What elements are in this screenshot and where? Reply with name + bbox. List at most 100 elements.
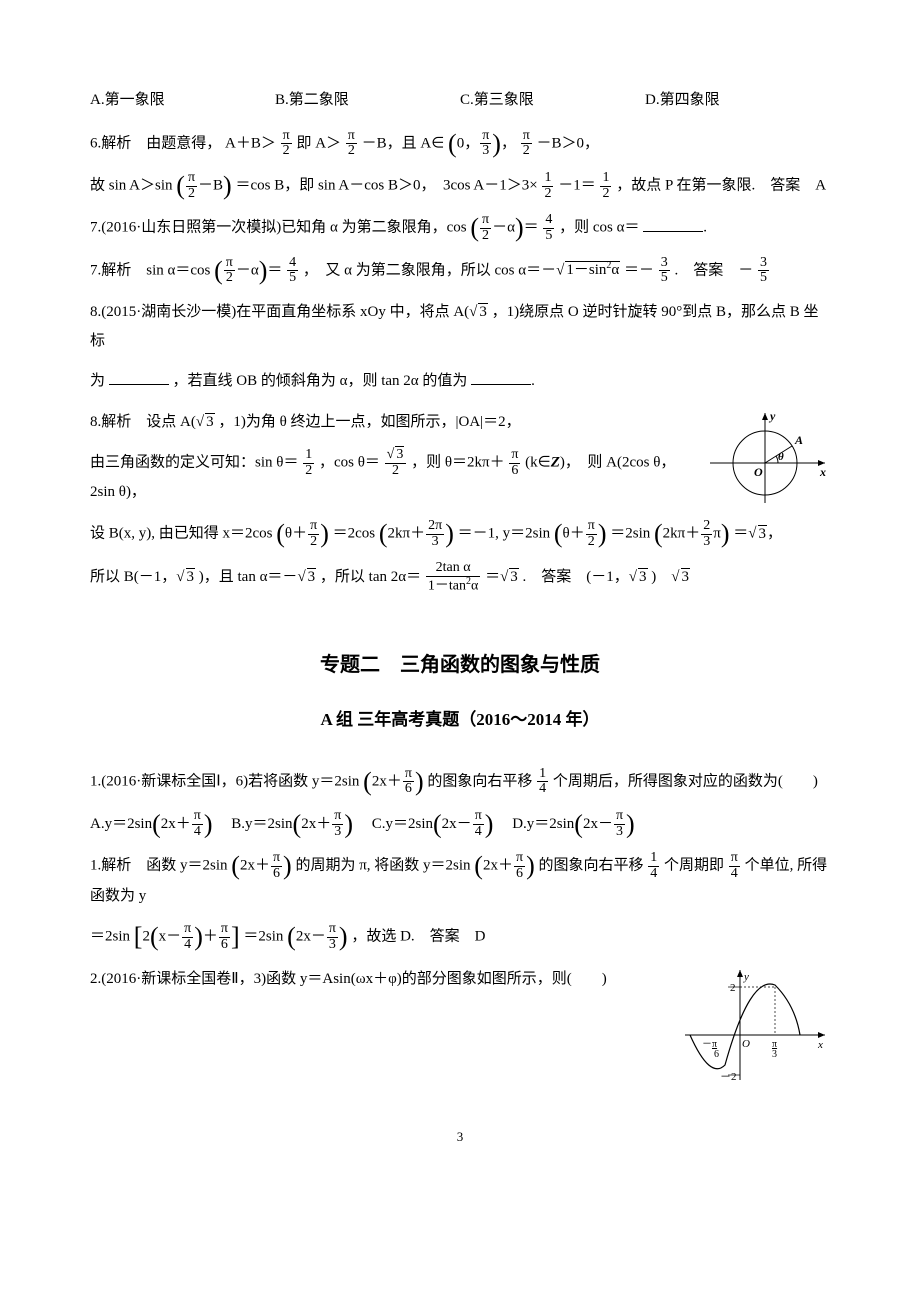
svg-text:2: 2 (730, 982, 736, 994)
p1-options: A.y＝2sin(2x＋π4) B.y＝2sin(2x＋π3) C.y＝2sin… (90, 809, 830, 839)
text: ＝2sin (610, 526, 650, 542)
svg-text:6: 6 (714, 1049, 719, 1060)
text: 的周期为 π, 将函数 y＝2sin (295, 858, 470, 874)
text: ＝－ (624, 262, 654, 278)
blank (109, 369, 169, 385)
text: ＝ (733, 526, 748, 542)
text: 7.解析 sin α＝cos (90, 262, 210, 278)
sqrt3: 3 (205, 413, 215, 430)
text: 8.解析 设点 A( (90, 414, 196, 430)
text: 7.(2016·山东日照第一次模拟)已知角 α 为第二象限角，cos (90, 220, 467, 236)
set-z: Z (551, 455, 560, 471)
svg-text:O: O (754, 465, 763, 479)
p1-sol-1: 1.解析 函数 y＝2sin (2x＋π6) 的周期为 π, 将函数 y＝2si… (90, 851, 830, 910)
text: ，所以 tan 2α＝ (320, 569, 421, 585)
text: ，cos θ＝ (319, 455, 380, 471)
frac-pi-2: π2 (521, 129, 532, 159)
text: ) (651, 569, 671, 585)
q8-figure: x y O A θ (710, 408, 830, 519)
text: ，若直线 OB 的倾斜角为 α，则 tan 2α 的值为 (173, 373, 468, 389)
svg-text:x: x (819, 465, 826, 479)
p1-opt-d: D.y＝2sin(2x－π3) (512, 816, 635, 832)
q7-stem: 7.(2016·山东日照第一次模拟)已知角 α 为第二象限角，cos (π2－α… (90, 213, 830, 243)
text: －1＝ (558, 178, 596, 194)
text: 由三角函数的定义可知：sin θ＝ (90, 455, 298, 471)
text: (k∈ (525, 455, 551, 471)
text: 故 sin A＞sin (90, 178, 173, 194)
section-title: 专题二 三角函数的图象与性质 (90, 646, 830, 684)
frac-pi-6: π6 (514, 851, 525, 881)
text: 个周期后，所得图象对应的函数为( ) (553, 773, 818, 789)
text: 即 A＞ (296, 135, 341, 151)
text: ，则 cos α＝ (559, 220, 639, 236)
q5-opt-b: B.第二象限 (275, 86, 460, 115)
frac-pi-3: π3 (327, 922, 338, 952)
blank (643, 216, 703, 232)
svg-text:A: A (794, 433, 803, 447)
q5-opt-d: D.第四象限 (645, 86, 830, 115)
frac-pi-3: π3 (480, 129, 491, 159)
text: －α (492, 220, 515, 236)
text: ＝2sin (90, 929, 130, 945)
text: ＝2cos (333, 526, 376, 542)
q7-sol: 7.解析 sin α＝cos (π2－α)＝ 45 ， 又 α 为第二象限角，所… (90, 256, 830, 286)
section-subtitle: A 组 三年高考真题（2016～2014 年） (90, 704, 830, 736)
p1-stem: 1.(2016·新课标全国Ⅰ，6)若将函数 y＝2sin (2x＋π6) 的图象… (90, 767, 830, 797)
sqrt3: 3 (307, 568, 317, 585)
text: ，故选 D. 答案 D (351, 929, 485, 945)
frac-pi-6: π6 (403, 767, 414, 797)
text: . 答案 － (675, 262, 754, 278)
sqrt: 1－sin2α (565, 261, 620, 278)
q6-sol-line1: 6.解析 由题意得， A＋B＞ π2 即 A＞ π2 －B，且 A∈ (0，π3… (90, 129, 830, 159)
blank (471, 369, 531, 385)
svg-text:3: 3 (772, 1049, 777, 1060)
text: 1.(2016·新课标全国Ⅰ，6)若将函数 y＝2sin (90, 773, 359, 789)
q8-stem-2: 为 ，若直线 OB 的倾斜角为 α，则 tan 2α 的值为 . (90, 367, 830, 396)
page-number: 3 (90, 1125, 830, 1150)
q8-stem: 8.(2015·湖南长沙一模)在平面直角坐标系 xOy 中，将点 A(√3 ，1… (90, 298, 830, 355)
frac-4-5: 45 (287, 256, 298, 286)
svg-text:x: x (817, 1039, 823, 1051)
p1-opt-b: B.y＝2sin(2x＋π3) (231, 816, 353, 832)
frac-3-5: 35 (659, 256, 670, 286)
svg-text:O: O (742, 1038, 750, 1050)
frac-4-5: 45 (543, 213, 554, 243)
text: 2.(2016·新课标全国卷Ⅱ，3)函数 y＝Asin(ωx＋φ)的部分图象如图… (90, 971, 607, 987)
frac-pi-2: π2 (281, 129, 292, 159)
p1-opt-c: C.y＝2sin(2x－π4) (372, 816, 494, 832)
sqrt3: 3 (758, 525, 768, 542)
text: 的图象向右平移 (538, 858, 643, 874)
q5-opt-a: A.第一象限 (90, 86, 275, 115)
frac-2pi-3: 2π3 (426, 519, 444, 549)
text: ＝cos B，即 sin A－cos B＞0， 3cos A－1＞3× (235, 178, 537, 194)
frac-pi-6: π6 (271, 851, 282, 881)
q5-options: A.第一象限 B.第二象限 C.第三象限 D.第四象限 (90, 86, 830, 115)
text: 个周期即 (664, 858, 724, 874)
sqrt3: 3 (638, 568, 648, 585)
frac-3-5: 35 (758, 256, 769, 286)
frac-pi-2: π2 (224, 256, 235, 286)
p2-figure: 2 －2 y x O π 3 －π 6 (680, 965, 830, 1096)
text: －B＞0， (537, 135, 600, 151)
text: －α (236, 262, 259, 278)
text: A＋B＞ (225, 135, 276, 151)
sqrt3: 3 (186, 568, 196, 585)
frac-1-4: 14 (537, 767, 548, 797)
text: 1.解析 函数 y＝2sin (90, 858, 228, 874)
text: ，1)为角 θ 终边上一点，如图所示，|OA|＝2， (218, 414, 520, 430)
text: －B (198, 178, 223, 194)
frac-1-2: 12 (542, 171, 553, 201)
frac-pi-2: π2 (308, 519, 319, 549)
frac-2-3: 23 (701, 519, 712, 549)
frac-pi-4: π4 (182, 922, 193, 952)
frac-1-2: 12 (600, 171, 611, 201)
text: 8.(2015·湖南长沙一模)在平面直角坐标系 xOy 中，将点 A( (90, 304, 469, 320)
text: ， 又 α 为第二象限角，所以 cos α＝－ (303, 262, 556, 278)
text: －B，且 A∈ (362, 135, 445, 151)
svg-text:y: y (768, 409, 776, 423)
frac-pi-2: π2 (480, 213, 491, 243)
sqrt3: 3 (681, 568, 691, 585)
frac-pi-2: π2 (346, 129, 357, 159)
text: . 答案 (－1， (523, 569, 629, 585)
text: ＝2sin (243, 929, 283, 945)
